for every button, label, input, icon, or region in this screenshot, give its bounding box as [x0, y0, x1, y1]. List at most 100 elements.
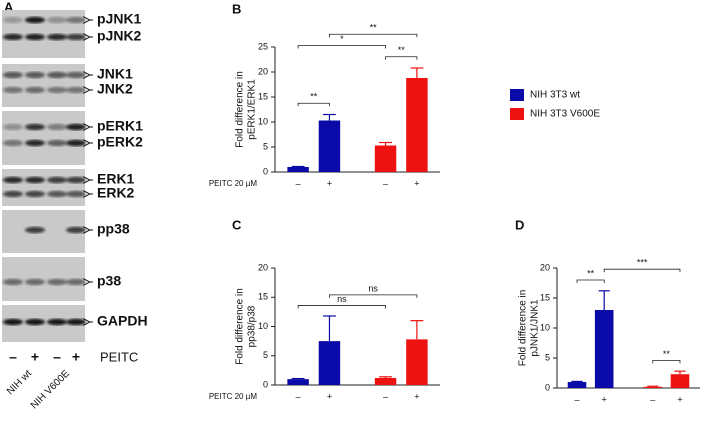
bar: [567, 382, 587, 388]
y-axis-label: Fold difference in: [235, 71, 246, 148]
y-axis-label: pERK1/ERK1: [247, 79, 258, 140]
blot-label: JNK2: [97, 81, 133, 97]
x-tick-label: –: [383, 178, 388, 188]
x-tick-label: –: [650, 394, 655, 404]
bar: [374, 145, 397, 172]
blot-band: [47, 86, 67, 94]
y-tick-label: 15: [540, 292, 550, 302]
blot-label: pJNK1: [97, 11, 142, 27]
bar: [406, 78, 428, 172]
blot-band: [66, 16, 86, 24]
blot-band: [47, 123, 67, 131]
lane-label: +: [31, 349, 39, 365]
blot-band: [47, 176, 67, 184]
x-tick-label: –: [296, 178, 301, 188]
bar: [287, 167, 309, 172]
bar: [406, 339, 428, 385]
x-prefix: PEITC 20 µM: [209, 179, 258, 188]
y-tick-label: 5: [263, 350, 268, 360]
blot-label: ERK1: [97, 171, 135, 187]
significance-bracket: [297, 102, 330, 107]
panel-letter: B: [232, 1, 241, 16]
significance-label: **: [663, 349, 671, 359]
blot-band: [3, 278, 23, 286]
x-prefix: PEITC 20 µM: [209, 392, 258, 401]
y-tick-label: 0: [263, 379, 268, 389]
blot-band: [25, 16, 45, 24]
blot-band: [25, 86, 45, 94]
x-tick-label: +: [327, 391, 332, 401]
legend-label: NIH 3T3 wt: [530, 90, 580, 101]
x-tick-label: –: [383, 391, 388, 401]
y-tick-label: 0: [545, 382, 550, 392]
x-tick-label: +: [602, 394, 607, 404]
blot-band: [47, 33, 67, 41]
bar: [318, 120, 341, 172]
blot-strip: [2, 169, 85, 206]
significance-label: ns: [368, 283, 378, 293]
y-tick-label: 0: [263, 166, 268, 176]
panel-letter: C: [232, 217, 242, 232]
x-tick-label: –: [296, 391, 301, 401]
blot-label: pp38: [97, 221, 130, 237]
bar: [643, 386, 663, 388]
lane-label: –: [53, 349, 61, 365]
blot-label: GAPDH: [97, 313, 148, 329]
group-label: NIH V600E: [29, 368, 72, 411]
blot-band: [3, 86, 23, 94]
blot-band: [3, 16, 23, 24]
blot-band: [47, 139, 67, 147]
blot-band: [66, 318, 86, 326]
blot-band: [66, 86, 86, 94]
bar: [594, 310, 614, 388]
blot-band: [66, 278, 86, 286]
blot-strip: [2, 64, 85, 107]
significance-label: *: [340, 34, 344, 44]
y-tick-label: 10: [258, 116, 268, 126]
blot-band: [25, 278, 45, 286]
treatment-label: PEITC: [100, 349, 138, 364]
y-axis-label: Fold difference in: [518, 290, 529, 367]
blot-band: [25, 33, 45, 41]
blot-label: pERK1: [97, 118, 143, 134]
blot-band: [47, 16, 67, 24]
blot-band: [47, 71, 67, 79]
bar: [287, 379, 309, 385]
blot-label: p38: [97, 273, 121, 289]
significance-label: ***: [637, 258, 648, 268]
legend-swatch: [510, 108, 524, 120]
blot-strip: [2, 111, 85, 165]
blot-band: [3, 139, 23, 147]
blot-band: [66, 33, 86, 41]
panel-letter: D: [515, 217, 524, 232]
blot-band: [3, 123, 23, 131]
blot-band: [47, 278, 67, 286]
blot-label: ERK2: [97, 185, 135, 201]
blot-band: [66, 71, 86, 79]
y-tick-label: 25: [258, 41, 268, 51]
blot-label: JNK1: [97, 66, 133, 82]
blot-label: pERK2: [97, 134, 143, 150]
x-tick-label: –: [575, 394, 580, 404]
significance-bracket: [576, 279, 605, 283]
significance-bracket: [603, 268, 681, 273]
blot-band: [66, 139, 86, 147]
significance-bracket: [329, 294, 418, 298]
blot-band: [25, 176, 45, 184]
blot-band: [3, 71, 23, 79]
blot-band: [25, 226, 45, 234]
significance-label: **: [310, 92, 318, 102]
blot-band: [47, 190, 67, 198]
lane-label: –: [9, 349, 17, 365]
y-tick-label: 10: [258, 321, 268, 331]
blot-band: [25, 139, 45, 147]
x-tick-label: +: [414, 178, 419, 188]
panel-letter: A: [4, 0, 14, 14]
y-axis-label: pp38/p38: [247, 305, 258, 347]
y-tick-label: 20: [258, 66, 268, 76]
lane-label: +: [72, 349, 80, 365]
y-tick-label: 20: [258, 262, 268, 272]
y-tick-label: 5: [263, 141, 268, 151]
y-axis-label: Fold difference in: [235, 288, 246, 365]
group-label: NIH wt: [5, 368, 34, 397]
